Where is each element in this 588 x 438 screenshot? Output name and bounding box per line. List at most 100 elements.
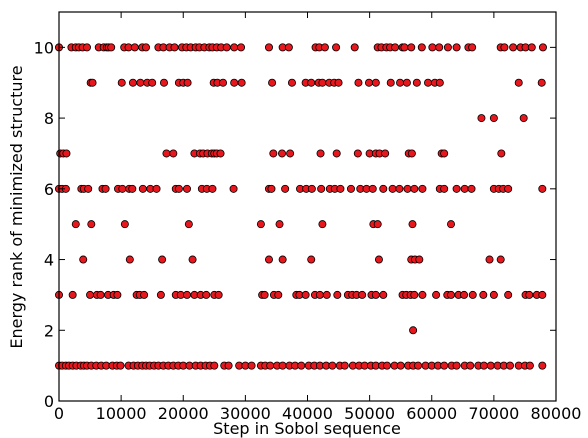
- data-point: [358, 290, 367, 299]
- data-point: [489, 290, 498, 299]
- data-point: [128, 78, 137, 87]
- data-point: [174, 184, 183, 193]
- data-point: [400, 43, 409, 52]
- data-point: [230, 78, 239, 87]
- data-point: [219, 78, 228, 87]
- data-point: [467, 184, 476, 193]
- data-point: [107, 43, 116, 52]
- data-point: [284, 43, 293, 52]
- data-point: [386, 78, 395, 87]
- data-point: [381, 149, 390, 158]
- x-tick-label: 80000: [531, 404, 582, 423]
- data-point: [307, 184, 316, 193]
- x-tick-label: 0: [54, 404, 64, 423]
- data-point: [152, 184, 161, 193]
- data-point: [120, 220, 129, 229]
- data-point: [278, 255, 287, 264]
- data-point: [332, 43, 341, 52]
- data-point: [230, 43, 239, 52]
- y-tick-label: 2: [44, 321, 54, 340]
- data-point: [237, 43, 246, 52]
- data-point: [264, 43, 273, 52]
- data-point: [182, 184, 191, 193]
- data-point: [79, 255, 88, 264]
- data-point: [388, 184, 397, 193]
- data-point: [371, 290, 380, 299]
- data-point: [379, 184, 388, 193]
- x-tick-label: 10000: [96, 404, 147, 423]
- data-point: [354, 78, 363, 87]
- data-point: [519, 114, 528, 123]
- data-point: [322, 290, 331, 299]
- data-point: [538, 361, 547, 370]
- data-point: [210, 361, 219, 370]
- data-point: [260, 290, 269, 299]
- data-point: [460, 184, 469, 193]
- data-point: [468, 43, 477, 52]
- data-point: [130, 43, 139, 52]
- data-point: [266, 361, 275, 370]
- data-point: [509, 43, 518, 52]
- data-point: [118, 184, 127, 193]
- data-point: [333, 290, 342, 299]
- data-point: [269, 149, 278, 158]
- data-point: [68, 290, 77, 299]
- data-point: [148, 78, 157, 87]
- data-point: [391, 43, 400, 52]
- data-point: [514, 78, 523, 87]
- data-point: [281, 184, 290, 193]
- data-point: [315, 290, 324, 299]
- data-point: [184, 220, 193, 229]
- data-point: [307, 255, 316, 264]
- data-point: [435, 43, 444, 52]
- data-point: [125, 255, 134, 264]
- data-point: [340, 361, 349, 370]
- x-tick-label: 60000: [406, 404, 457, 423]
- data-point: [332, 149, 341, 158]
- y-tick-label: 6: [44, 180, 54, 199]
- data-points: [55, 43, 547, 370]
- data-point: [140, 290, 149, 299]
- data-point: [116, 361, 125, 370]
- x-tick-label: 40000: [282, 404, 333, 423]
- x-tick-label: 20000: [158, 404, 209, 423]
- data-point: [407, 43, 416, 52]
- data-point: [113, 290, 122, 299]
- data-point: [396, 361, 405, 370]
- data-point: [477, 114, 486, 123]
- data-point: [353, 149, 362, 158]
- data-point: [440, 361, 449, 370]
- data-point: [170, 43, 179, 52]
- data-point: [395, 184, 404, 193]
- data-point: [418, 290, 427, 299]
- x-tick-label: 30000: [220, 404, 271, 423]
- y-tick-label: 0: [44, 392, 54, 411]
- data-point: [460, 290, 469, 299]
- data-point: [183, 78, 192, 87]
- data-point: [328, 361, 337, 370]
- data-point: [525, 290, 534, 299]
- data-point: [414, 361, 423, 370]
- y-tick-label: 4: [44, 251, 54, 270]
- data-point: [320, 43, 329, 52]
- data-point: [224, 361, 233, 370]
- data-point: [169, 149, 178, 158]
- data-point: [301, 290, 310, 299]
- data-point: [71, 220, 80, 229]
- data-point: [396, 78, 405, 87]
- data-point: [500, 43, 509, 52]
- data-point: [432, 290, 441, 299]
- data-point: [383, 361, 392, 370]
- data-point: [128, 184, 137, 193]
- data-point: [447, 220, 456, 229]
- data-point: [440, 184, 449, 193]
- data-point: [538, 290, 547, 299]
- data-point: [496, 255, 505, 264]
- data-point: [497, 149, 506, 158]
- data-point: [479, 361, 488, 370]
- data-point: [443, 43, 452, 52]
- data-point: [479, 290, 488, 299]
- data-point: [88, 78, 97, 87]
- data-point: [162, 149, 171, 158]
